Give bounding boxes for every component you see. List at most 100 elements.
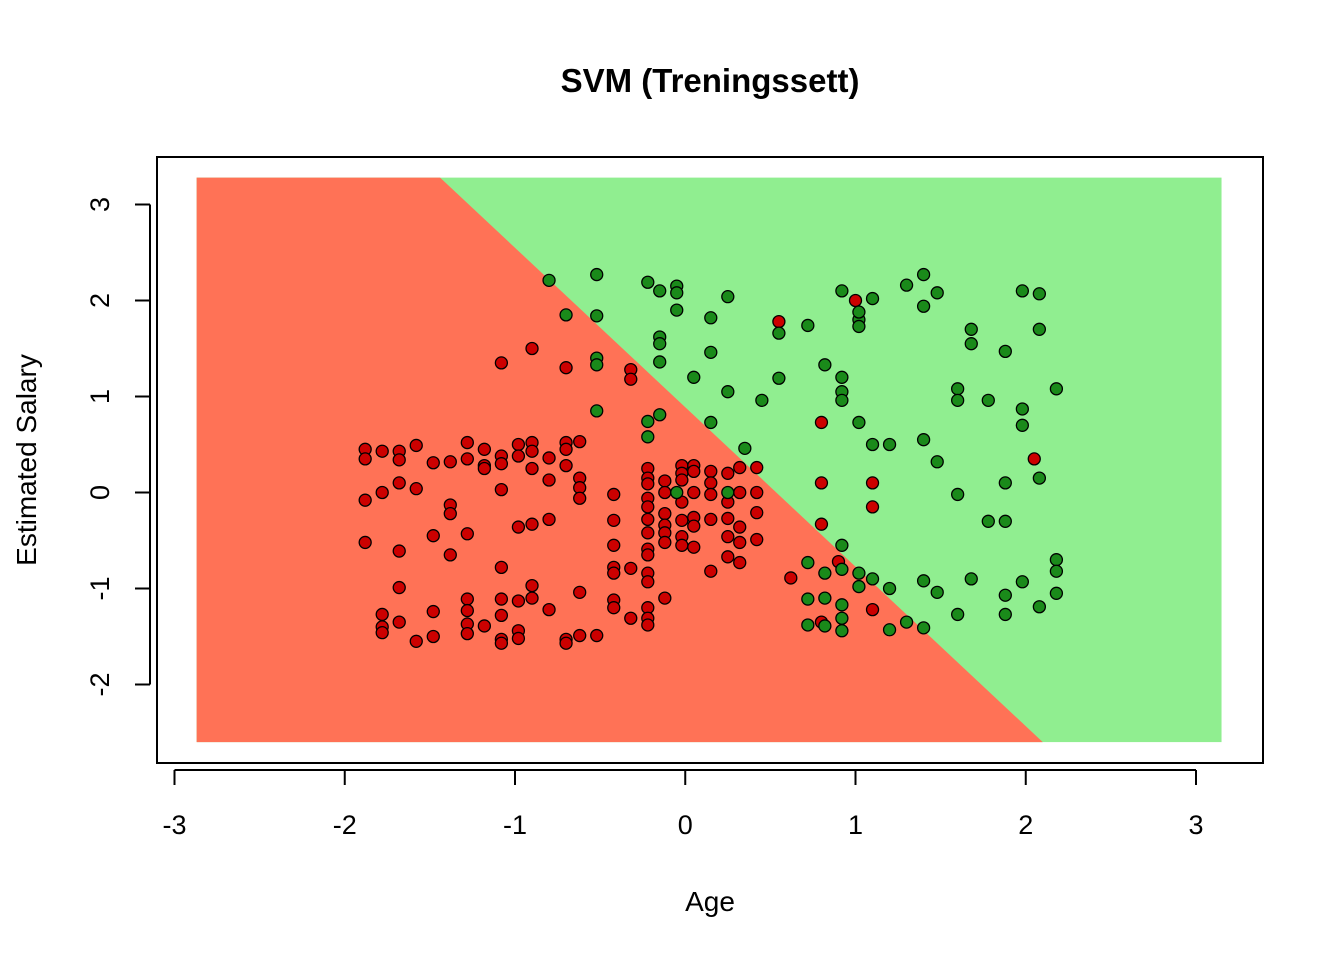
data-point-class-0	[573, 585, 587, 599]
data-point-class-1	[916, 433, 931, 447]
data-point-class-1	[590, 404, 604, 418]
data-point-class-0	[409, 482, 423, 496]
data-point-class-0	[477, 461, 492, 476]
x-tick-label: -1	[503, 810, 527, 840]
data-point-class-0	[733, 460, 747, 475]
data-point-class-1	[835, 611, 849, 625]
data-point-class-0	[750, 485, 764, 500]
data-point-class-0	[658, 535, 672, 550]
data-point-class-0	[814, 517, 829, 531]
data-point-class-1	[818, 566, 832, 580]
data-point-class-0	[658, 474, 672, 488]
data-point-class-0	[460, 592, 474, 606]
data-point-class-1	[721, 485, 735, 500]
data-point-class-0	[1027, 452, 1041, 466]
data-point-class-1	[590, 309, 604, 323]
data-point-class-0	[358, 535, 372, 550]
data-point-class-0	[559, 361, 573, 375]
data-point-class-0	[542, 451, 556, 465]
data-point-class-1	[964, 572, 978, 586]
data-point-class-0	[624, 561, 638, 575]
data-point-class-0	[848, 293, 863, 308]
data-point-class-0	[772, 314, 786, 329]
data-point-class-1	[916, 621, 931, 635]
data-point-class-1	[930, 286, 944, 300]
data-point-class-0	[721, 466, 735, 480]
data-point-class-1	[801, 318, 815, 333]
data-point-class-0	[573, 491, 587, 505]
data-point-class-1	[964, 322, 978, 336]
data-point-class-0	[409, 438, 423, 453]
data-point-class-1	[818, 619, 832, 633]
data-point-class-1	[653, 408, 667, 422]
data-point-class-1	[653, 337, 667, 351]
data-point-class-1	[801, 555, 815, 570]
data-point-class-1	[882, 437, 897, 452]
data-point-class-1	[801, 592, 815, 606]
data-point-class-1	[1049, 564, 1064, 578]
data-point-class-0	[704, 476, 718, 490]
data-point-class-1	[772, 326, 786, 340]
data-point-class-1	[916, 267, 931, 282]
data-point-class-0	[687, 540, 701, 554]
data-point-class-0	[511, 449, 526, 463]
data-point-class-0	[750, 460, 764, 475]
data-point-class-0	[494, 608, 509, 623]
data-point-class-0	[704, 512, 718, 527]
data-point-class-1	[998, 476, 1012, 490]
data-point-class-1	[772, 371, 786, 385]
data-point-class-1	[721, 290, 735, 304]
chart-title: SVM (Treningssett)	[561, 62, 860, 99]
plot-frame	[156, 156, 1264, 764]
x-tick-label: -3	[162, 810, 186, 840]
data-point-class-0	[358, 452, 372, 466]
data-point-class-1	[559, 308, 573, 322]
data-point-class-0	[494, 592, 509, 606]
data-point-class-0	[624, 372, 638, 386]
data-point-class-1	[670, 303, 684, 317]
data-point-class-0	[443, 548, 457, 562]
data-point-class-0	[641, 618, 655, 632]
data-point-class-0	[443, 506, 457, 521]
data-point-class-0	[460, 435, 474, 450]
data-point-class-1	[930, 455, 944, 469]
data-point-class-0	[607, 513, 621, 527]
data-point-class-1	[835, 624, 849, 638]
y-tick-label: 3	[85, 197, 115, 212]
data-point-class-1	[738, 441, 752, 455]
y-tick-label: 2	[85, 293, 115, 308]
data-point-class-0	[687, 485, 701, 500]
data-point-class-0	[641, 526, 655, 540]
y-axis: -2 -1 0 1 2 3	[85, 197, 151, 697]
data-point-class-1	[899, 278, 914, 292]
data-point-class-1	[852, 305, 866, 319]
data-point-class-1	[704, 345, 718, 359]
data-point-class-0	[392, 544, 406, 558]
data-point-class-1	[951, 487, 965, 502]
data-point-class-1	[1032, 287, 1047, 301]
data-point-class-1	[835, 284, 849, 298]
data-point-class-0	[392, 476, 406, 490]
data-point-class-0	[375, 607, 389, 622]
data-point-class-1	[704, 415, 718, 430]
data-point-class-1	[1015, 284, 1029, 298]
data-point-class-1	[653, 284, 667, 298]
data-point-class-0	[559, 442, 573, 456]
data-point-class-1	[852, 415, 866, 430]
data-point-class-0	[573, 434, 587, 449]
data-point-class-0	[750, 532, 764, 547]
data-point-class-0	[525, 444, 539, 458]
data-point-class-0	[375, 626, 389, 640]
data-point-class-0	[865, 476, 880, 490]
data-point-class-0	[641, 575, 655, 589]
data-point-class-0	[704, 564, 718, 578]
data-point-class-0	[733, 485, 747, 500]
data-point-class-0	[814, 415, 829, 430]
data-point-class-1	[1015, 575, 1029, 589]
x-tick-label: -2	[333, 810, 357, 840]
data-point-class-1	[951, 382, 965, 396]
x-tick-label: 1	[848, 810, 863, 840]
data-point-class-0	[733, 520, 747, 534]
data-point-class-1	[916, 299, 931, 313]
data-point-class-1	[687, 370, 701, 384]
